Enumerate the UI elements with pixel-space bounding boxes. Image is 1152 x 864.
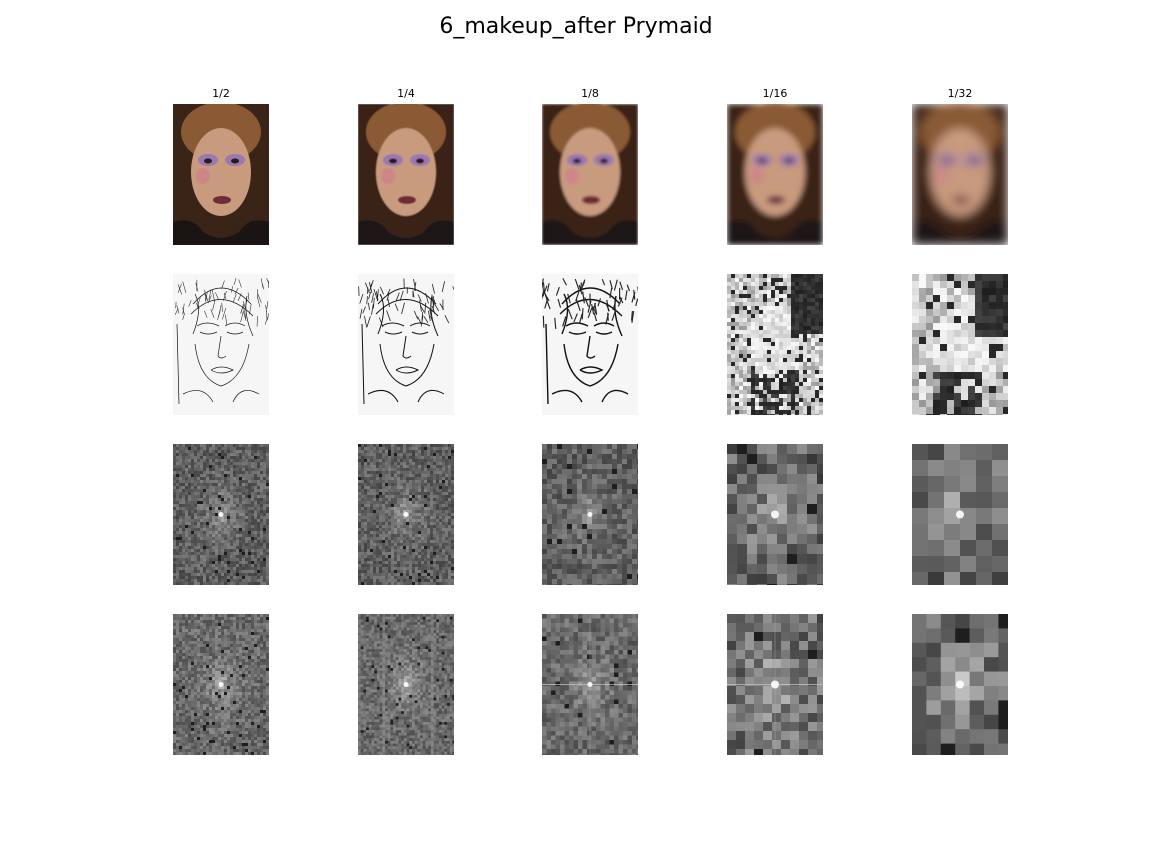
column-title-1-32: 1/32 bbox=[947, 87, 973, 100]
figure-title: 6_makeup_after Prymaid bbox=[439, 14, 713, 39]
spectrum-a-1-32 bbox=[912, 444, 1008, 585]
column-title-1-8: 1/8 bbox=[581, 87, 599, 100]
column-title-1-16: 1/16 bbox=[762, 87, 788, 100]
face-photo-1-32 bbox=[912, 104, 1008, 245]
face-photo-1-16 bbox=[727, 104, 823, 245]
face-photo-1-8 bbox=[542, 104, 638, 245]
spectrum-a-1-16 bbox=[727, 444, 823, 585]
spectrum-b-1-32 bbox=[912, 614, 1008, 755]
face-photo-1-2 bbox=[173, 104, 269, 245]
spectrum-a-1-2 bbox=[173, 444, 269, 585]
spectrum-b-1-4 bbox=[358, 614, 454, 755]
edge-map-1-16 bbox=[727, 274, 823, 415]
edge-map-1-4 bbox=[358, 274, 454, 415]
edge-map-1-8 bbox=[542, 274, 638, 415]
edge-map-1-2 bbox=[173, 274, 269, 415]
column-title-1-4: 1/4 bbox=[397, 87, 415, 100]
spectrum-a-1-4 bbox=[358, 444, 454, 585]
spectrum-b-1-2 bbox=[173, 614, 269, 755]
spectrum-a-1-8 bbox=[542, 444, 638, 585]
column-title-1-2: 1/2 bbox=[212, 87, 230, 100]
spectrum-b-1-8 bbox=[542, 614, 638, 755]
edge-map-1-32 bbox=[912, 274, 1008, 415]
face-photo-1-4 bbox=[358, 104, 454, 245]
spectrum-b-1-16 bbox=[727, 614, 823, 755]
